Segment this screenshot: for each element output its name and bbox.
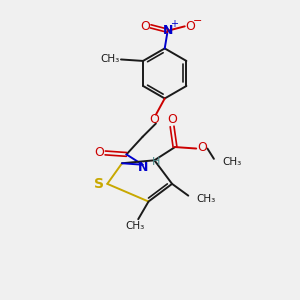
Text: H: H xyxy=(152,157,160,167)
Text: N: N xyxy=(163,24,173,37)
Text: O: O xyxy=(185,20,195,33)
Text: −: − xyxy=(192,16,202,26)
Text: CH₃: CH₃ xyxy=(126,221,145,231)
Text: S: S xyxy=(94,177,104,191)
Text: O: O xyxy=(167,113,177,127)
Text: N: N xyxy=(138,160,148,174)
Text: CH₃: CH₃ xyxy=(222,157,242,167)
Text: +: + xyxy=(170,19,178,29)
Text: CH₃: CH₃ xyxy=(100,54,119,64)
Text: CH₃: CH₃ xyxy=(196,194,216,204)
Text: O: O xyxy=(140,20,150,33)
Text: O: O xyxy=(94,146,104,159)
Text: O: O xyxy=(197,141,207,154)
Text: O: O xyxy=(149,113,159,126)
